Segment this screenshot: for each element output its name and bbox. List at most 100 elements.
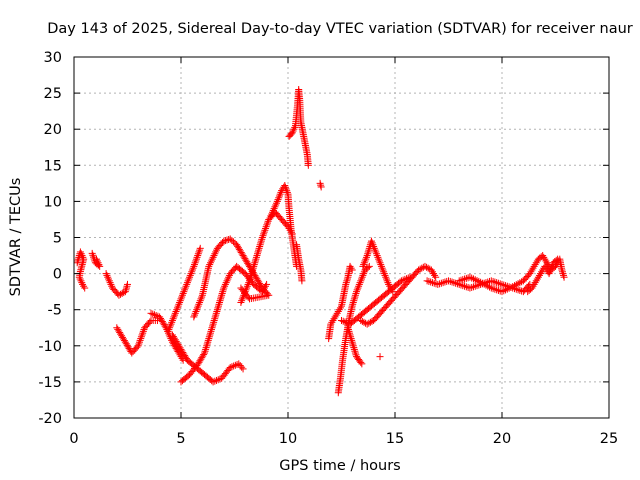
data-point (198, 293, 206, 301)
data-point (552, 256, 560, 264)
data-point (498, 280, 506, 288)
y-tick-label: 5 (53, 231, 62, 247)
data-point (193, 304, 201, 312)
data-point (535, 271, 543, 279)
data-point (204, 336, 212, 344)
data-point (478, 279, 486, 287)
data-point (94, 259, 102, 267)
data-point (185, 275, 193, 283)
data-point (183, 279, 191, 287)
data-point (121, 288, 129, 296)
data-point (558, 266, 566, 274)
data-point (505, 284, 513, 292)
y-tick-label: -10 (38, 339, 62, 355)
data-point (236, 362, 244, 370)
data-point (103, 271, 111, 279)
data-point (176, 298, 184, 306)
y-axis-label: SDTVAR / TECUs (8, 178, 24, 297)
data-point (346, 329, 354, 337)
data-point (516, 279, 524, 287)
data-point (378, 264, 386, 272)
data-point (117, 290, 125, 298)
data-point (95, 261, 103, 269)
data-point (274, 196, 282, 204)
data-point (104, 273, 112, 281)
data-point (78, 252, 86, 260)
data-point (222, 279, 230, 287)
data-point (205, 262, 213, 270)
data-point (364, 250, 372, 258)
data-point (239, 365, 247, 373)
data-point (248, 270, 256, 278)
data-point (539, 252, 547, 260)
data-point (254, 250, 262, 258)
data-point (397, 277, 405, 285)
data-point (122, 284, 130, 292)
data-point (558, 268, 566, 276)
data-point (190, 313, 198, 321)
data-point (475, 277, 483, 285)
data-point (494, 279, 502, 287)
data-point (459, 282, 467, 290)
data-point (534, 273, 542, 281)
data-point (79, 280, 87, 288)
data-point (136, 336, 144, 344)
data-point (365, 262, 373, 270)
data-point (355, 282, 363, 290)
data-point (291, 123, 299, 131)
y-tick-label: 30 (44, 50, 62, 66)
data-point (88, 249, 96, 257)
data-point (445, 277, 452, 285)
data-point (361, 257, 369, 265)
data-point (379, 266, 387, 274)
data-point (327, 320, 335, 328)
data-point (170, 313, 178, 321)
data-point (238, 363, 246, 371)
data-point (197, 295, 205, 303)
data-point (122, 286, 130, 294)
data-point (221, 280, 229, 288)
data-point (359, 262, 367, 270)
data-point (210, 252, 218, 260)
data-point (245, 279, 253, 287)
data-point (75, 273, 83, 281)
data-point (152, 311, 160, 319)
data-point (107, 280, 115, 288)
data-point (537, 270, 545, 278)
data-point (205, 333, 213, 341)
data-point (528, 284, 536, 292)
data-point (211, 315, 219, 323)
data-point (510, 282, 518, 290)
data-point (137, 333, 145, 341)
data-point (258, 234, 266, 241)
data-point (333, 309, 341, 317)
data-point (348, 266, 356, 274)
data-point (369, 241, 377, 249)
data-point (193, 306, 201, 314)
data-point (459, 276, 467, 284)
data-point (96, 262, 104, 270)
data-point (368, 239, 376, 247)
data-point (348, 302, 356, 310)
data-point (533, 275, 541, 283)
data-point (235, 360, 243, 368)
data-point (288, 129, 296, 137)
data-point (350, 295, 358, 303)
data-point (268, 208, 276, 216)
data-point (256, 243, 264, 251)
data-point (498, 288, 506, 296)
data-point (165, 326, 173, 334)
data-point (102, 270, 110, 278)
data-point (228, 236, 236, 244)
data-point (343, 275, 351, 283)
data-point (242, 286, 250, 294)
data-point (466, 284, 474, 292)
data-point (349, 298, 357, 306)
data-point (509, 283, 517, 291)
y-tick-label: -15 (38, 375, 62, 391)
data-point (212, 311, 220, 319)
data-point (212, 248, 220, 256)
data-point (341, 318, 349, 326)
data-point (387, 284, 395, 292)
data-point (243, 282, 251, 290)
